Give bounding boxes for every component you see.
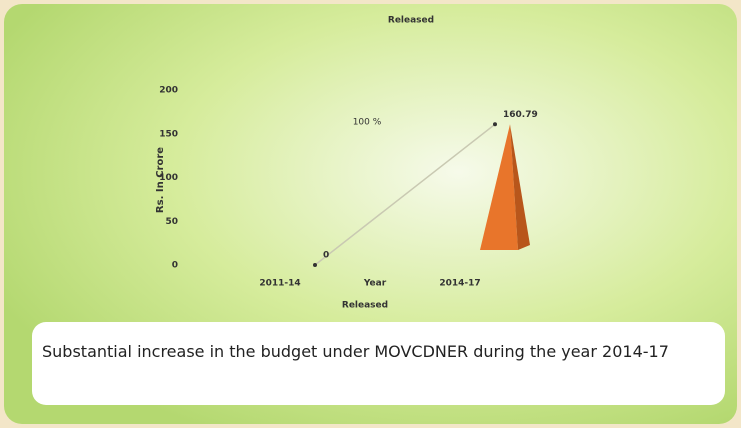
caption: Substantial increase in the budget under… [32, 322, 725, 405]
data-label: 160.79 [503, 110, 538, 120]
y-tick-label: 100 [159, 173, 178, 183]
y-tick-label: 200 [159, 86, 178, 96]
data-label: 0 [323, 251, 329, 261]
data-line [314, 123, 496, 266]
pyramid-face [480, 124, 518, 250]
chart-title: Released [388, 16, 434, 26]
x-tick-label: 2011-14 [259, 279, 300, 289]
annotation: 100 % [353, 118, 382, 128]
y-tick-label: 0 [172, 261, 178, 271]
x-tick-label: 2014-17 [439, 279, 480, 289]
y-axis-label: Rs. In Crore [155, 147, 166, 213]
pyramid [480, 124, 530, 250]
y-tick-label: 150 [159, 129, 178, 139]
legend: Released [342, 301, 388, 311]
y-tick-label: 50 [165, 217, 178, 227]
pyramid-side [510, 124, 530, 250]
point [493, 122, 497, 127]
point [313, 263, 317, 267]
panel [4, 4, 737, 424]
x-axis-label: Year [363, 279, 387, 289]
